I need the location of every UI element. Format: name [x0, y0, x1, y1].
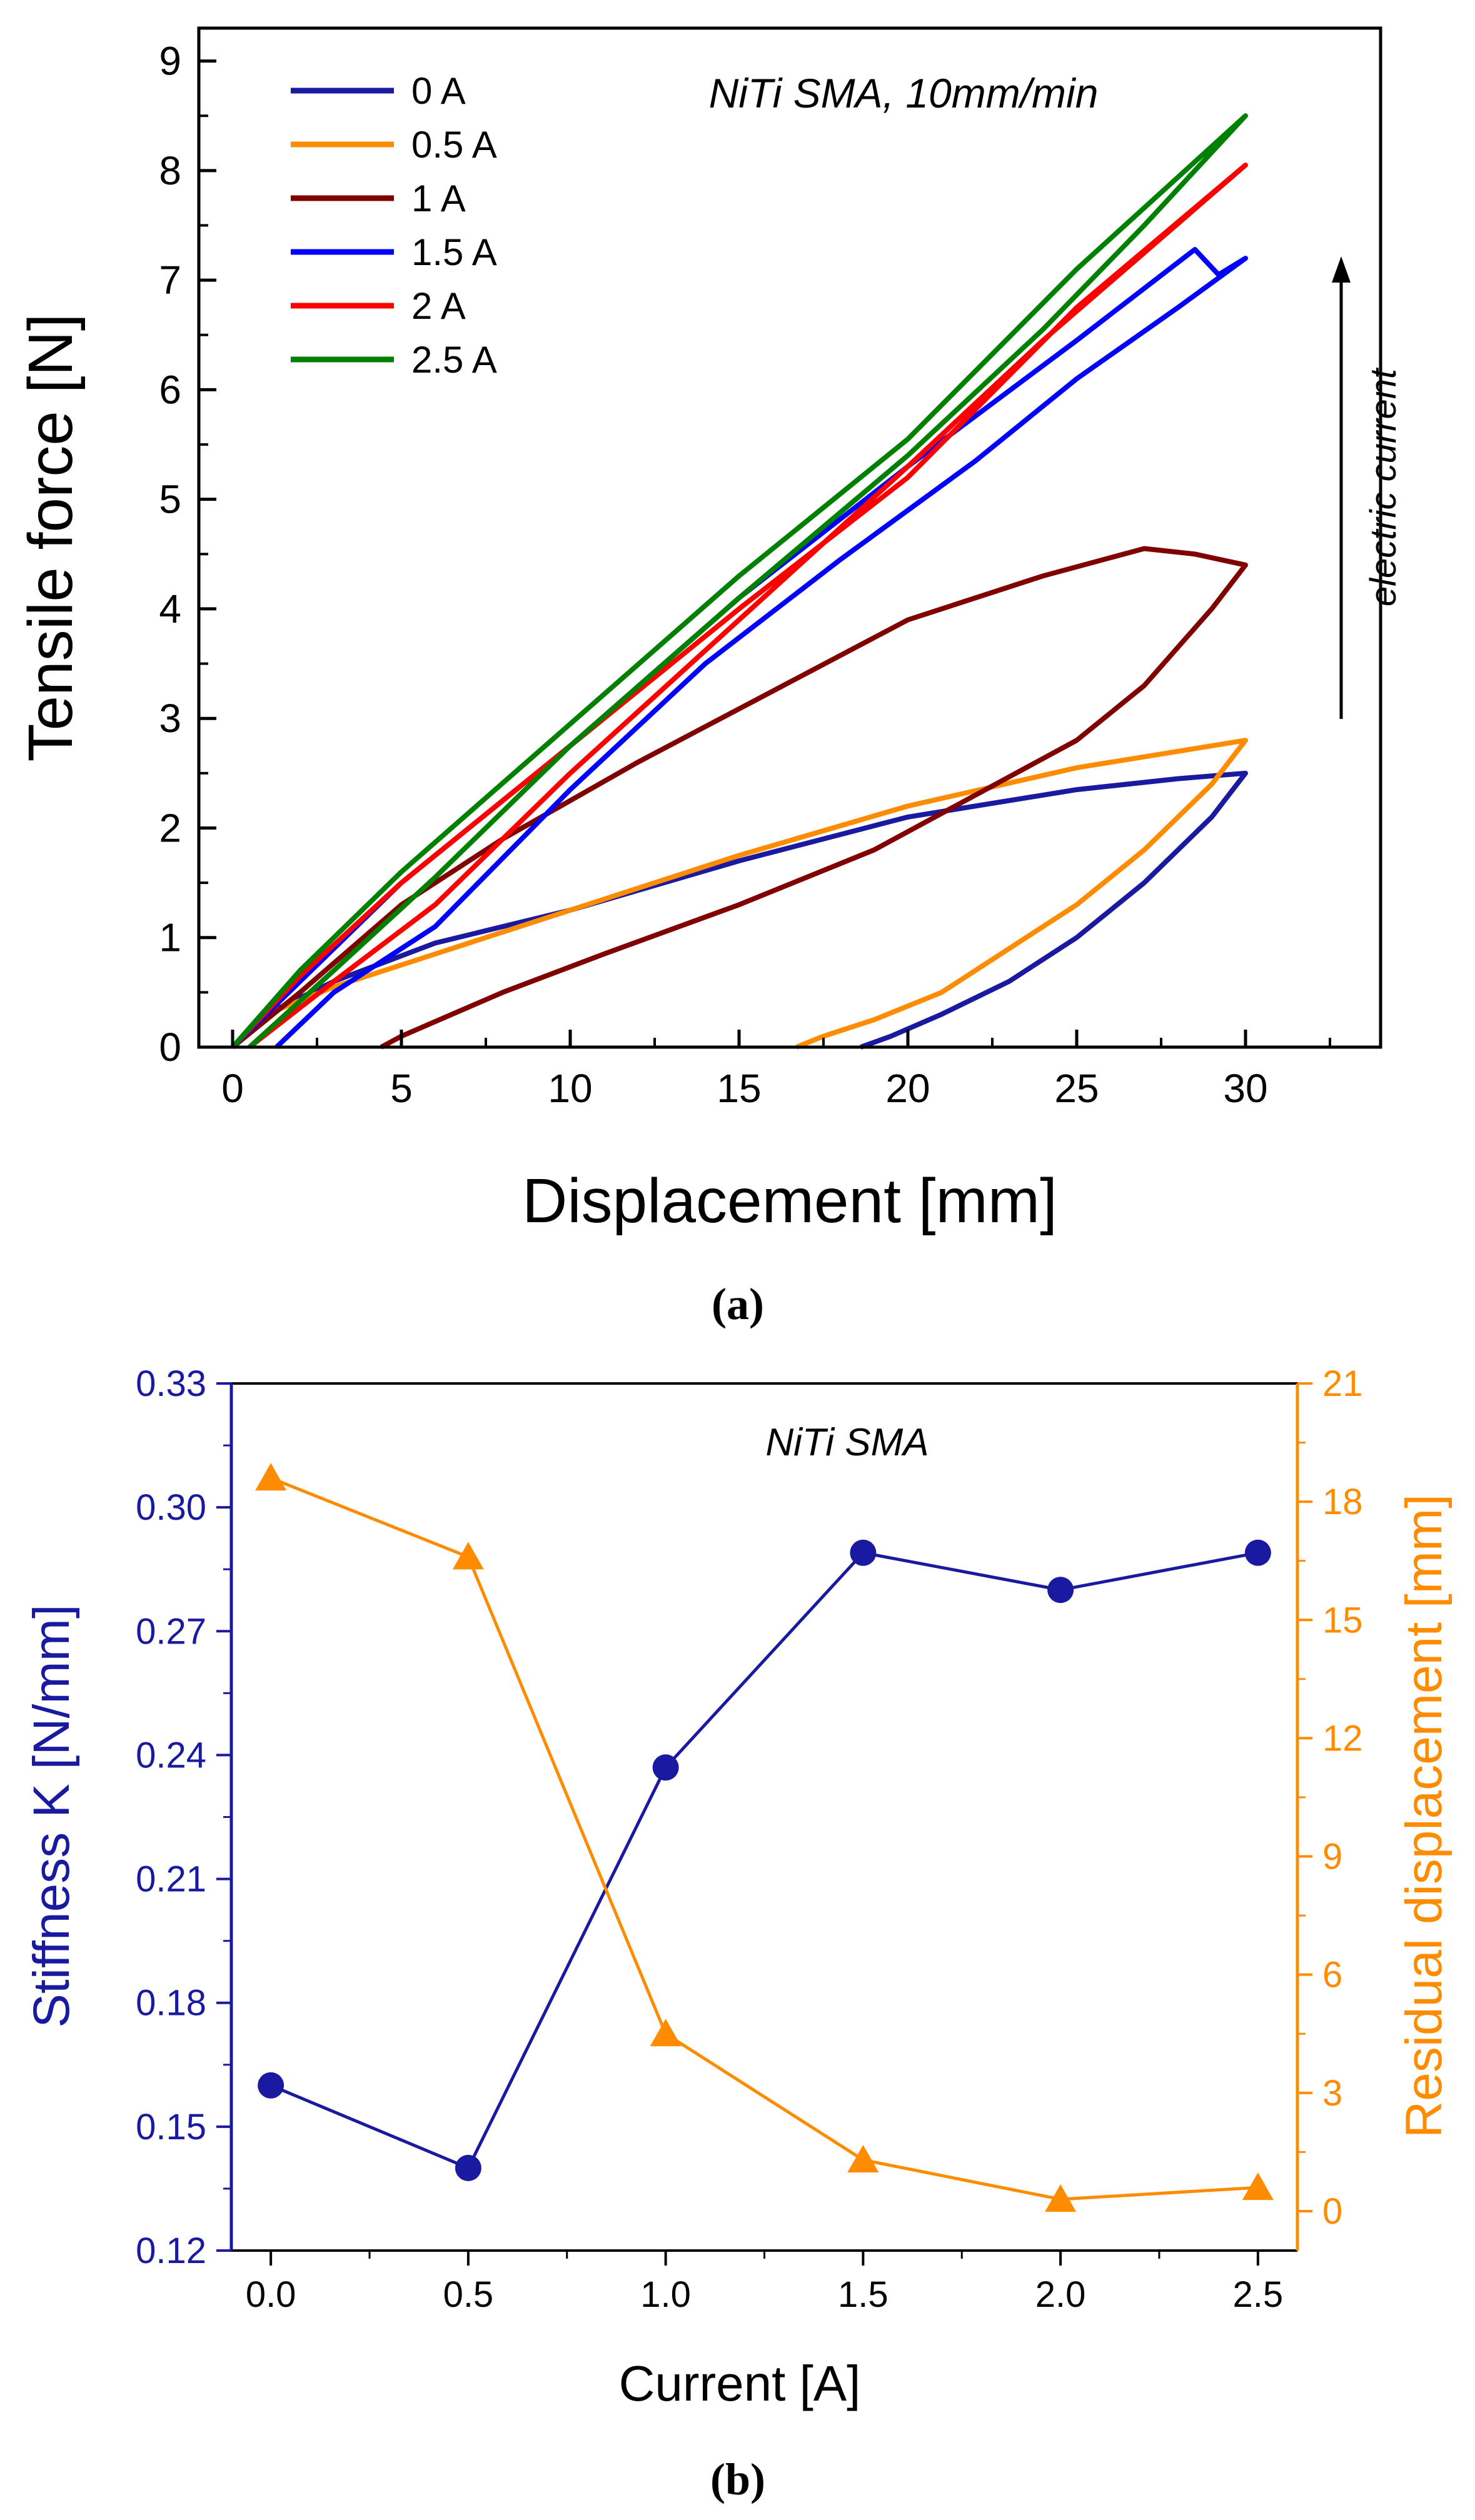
y-tick-label: 8 [159, 148, 181, 193]
residual-displacement-marker [255, 1463, 287, 1491]
y-tick-label: 4 [159, 586, 181, 631]
residual-displacement-marker [1045, 2184, 1077, 2212]
right-y-tick-label: 6 [1322, 1955, 1342, 1995]
x-tick-label: 2.0 [1035, 2274, 1086, 2315]
panel-b-title: NiTi SMA [765, 1421, 929, 1464]
panel-b-right-axis-label: Residual displacement [mm] [1396, 1494, 1452, 2138]
x-tick-label: 10 [548, 1066, 592, 1111]
series-line-residual-displacement [270, 1476, 1259, 2201]
legend-label: 2 A [411, 285, 466, 327]
left-y-tick-label: 0.33 [136, 1363, 206, 1404]
legend-label: 1 A [411, 178, 466, 219]
y-tick-label: 6 [159, 367, 181, 412]
panel-a-chart: 0 5 10 15 20 25 30 0 1 2 3 4 5 6 7 8 9 0 A 0.5 A 1 A 1.5 A 2… [16, 26, 1404, 1329]
y-tick-label: 1 [159, 915, 181, 960]
left-y-tick-label: 0.18 [136, 1983, 206, 2024]
panel-a-series-group [230, 113, 1248, 1050]
panel-a-ticks: 0 5 10 15 20 25 30 0 1 2 3 4 5 6 7 8 9 [159, 39, 1331, 1111]
stiffness-marker [1244, 1539, 1271, 1566]
panel-b-series-group [255, 1463, 1274, 2212]
y-tick-label: 0 [159, 1025, 181, 1070]
series-line-2-5-A [230, 113, 1248, 1049]
residual-displacement-marker [650, 2019, 682, 2047]
series-line-0-5-A [231, 738, 1248, 1050]
x-tick-label: 0.5 [443, 2274, 494, 2315]
right-y-tick-label: 0 [1322, 2191, 1342, 2232]
y-tick-label: 3 [159, 696, 181, 741]
electric-current-label: electric current [1363, 367, 1404, 606]
stiffness-marker [652, 1754, 679, 1781]
stiffness-marker [1047, 1577, 1074, 1604]
panel-a-x-axis-label: Displacement [mm] [522, 1166, 1057, 1236]
legend-label: 0.5 A [411, 124, 497, 166]
x-tick-label: 1.0 [640, 2274, 691, 2315]
residual-displacement-marker [847, 2144, 879, 2172]
y-tick-label: 9 [159, 39, 181, 84]
x-tick-label: 20 [885, 1066, 930, 1111]
panel-b-ticks: 0.0 0.5 1.0 1.5 2.0 2.5 0.12 0.15 0.18 0.21 0.24 0.… [136, 1363, 1362, 2315]
legend-label: 0 A [411, 70, 466, 112]
right-y-tick-label: 12 [1322, 1718, 1363, 1759]
stiffness-marker [850, 1539, 877, 1566]
x-tick-label: 30 [1223, 1066, 1267, 1111]
series-line-stiffness-k [270, 1551, 1259, 2171]
left-y-tick-label: 0.24 [136, 1735, 206, 1775]
left-y-tick-label: 0.30 [136, 1487, 206, 1528]
left-y-tick-label: 0.15 [136, 2107, 206, 2147]
y-tick-label: 7 [159, 258, 181, 303]
x-tick-label: 15 [717, 1066, 761, 1111]
right-y-tick-label: 9 [1322, 1837, 1342, 1877]
panel-b-left-axis-label: Stiffness K [N/mm] [23, 1604, 80, 2027]
stiffness-marker [455, 2154, 481, 2181]
right-y-tick-label: 18 [1322, 1482, 1363, 1522]
left-y-tick-label: 0.27 [136, 1611, 206, 1652]
x-tick-label: 0.0 [246, 2274, 296, 2315]
stiffness-marker [258, 2072, 284, 2099]
panel-b-chart: 0.0 0.5 1.0 1.5 2.0 2.5 0.12 0.15 0.18 0.21 0.24 0.… [23, 1363, 1452, 2504]
x-tick-label: 1.5 [838, 2274, 889, 2315]
panel-b-x-axis-label: Current [A] [619, 2356, 861, 2411]
x-tick-label: 0 [221, 1066, 244, 1111]
x-tick-label: 25 [1054, 1066, 1099, 1111]
right-y-tick-label: 15 [1322, 1600, 1363, 1640]
residual-displacement-marker [452, 1542, 484, 1570]
series-line-0-A [231, 770, 1248, 1050]
panel-b-label: (b) [710, 2454, 765, 2504]
series-line-2-A [231, 163, 1248, 1050]
left-y-tick-label: 0.12 [136, 2231, 206, 2271]
residual-displacement-marker [1242, 2172, 1274, 2201]
y-tick-label: 2 [159, 805, 181, 850]
panel-a-legend: 0 A 0.5 A 1 A 1.5 A 2 A 2.5 A [291, 70, 497, 381]
panel-a-plot-frame [197, 26, 1382, 1049]
left-y-tick-label: 0.21 [136, 1859, 206, 1900]
x-tick-label: 5 [390, 1066, 413, 1111]
panel-a-y-axis-label: Tensile force [N] [16, 314, 86, 762]
panel-a-annotation: NiTi SMA, 10mm/min [709, 70, 1099, 116]
right-y-tick-label: 21 [1322, 1363, 1363, 1404]
legend-label: 1.5 A [411, 231, 497, 273]
panel-a-label: (a) [712, 1279, 764, 1329]
legend-label: 2.5 A [411, 339, 497, 381]
electric-current-arrowhead [1332, 256, 1351, 283]
x-tick-label: 2.5 [1233, 2274, 1284, 2315]
y-tick-label: 5 [159, 477, 181, 522]
right-y-tick-label: 3 [1322, 2073, 1342, 2114]
series-line-1-5-A [231, 247, 1248, 1049]
